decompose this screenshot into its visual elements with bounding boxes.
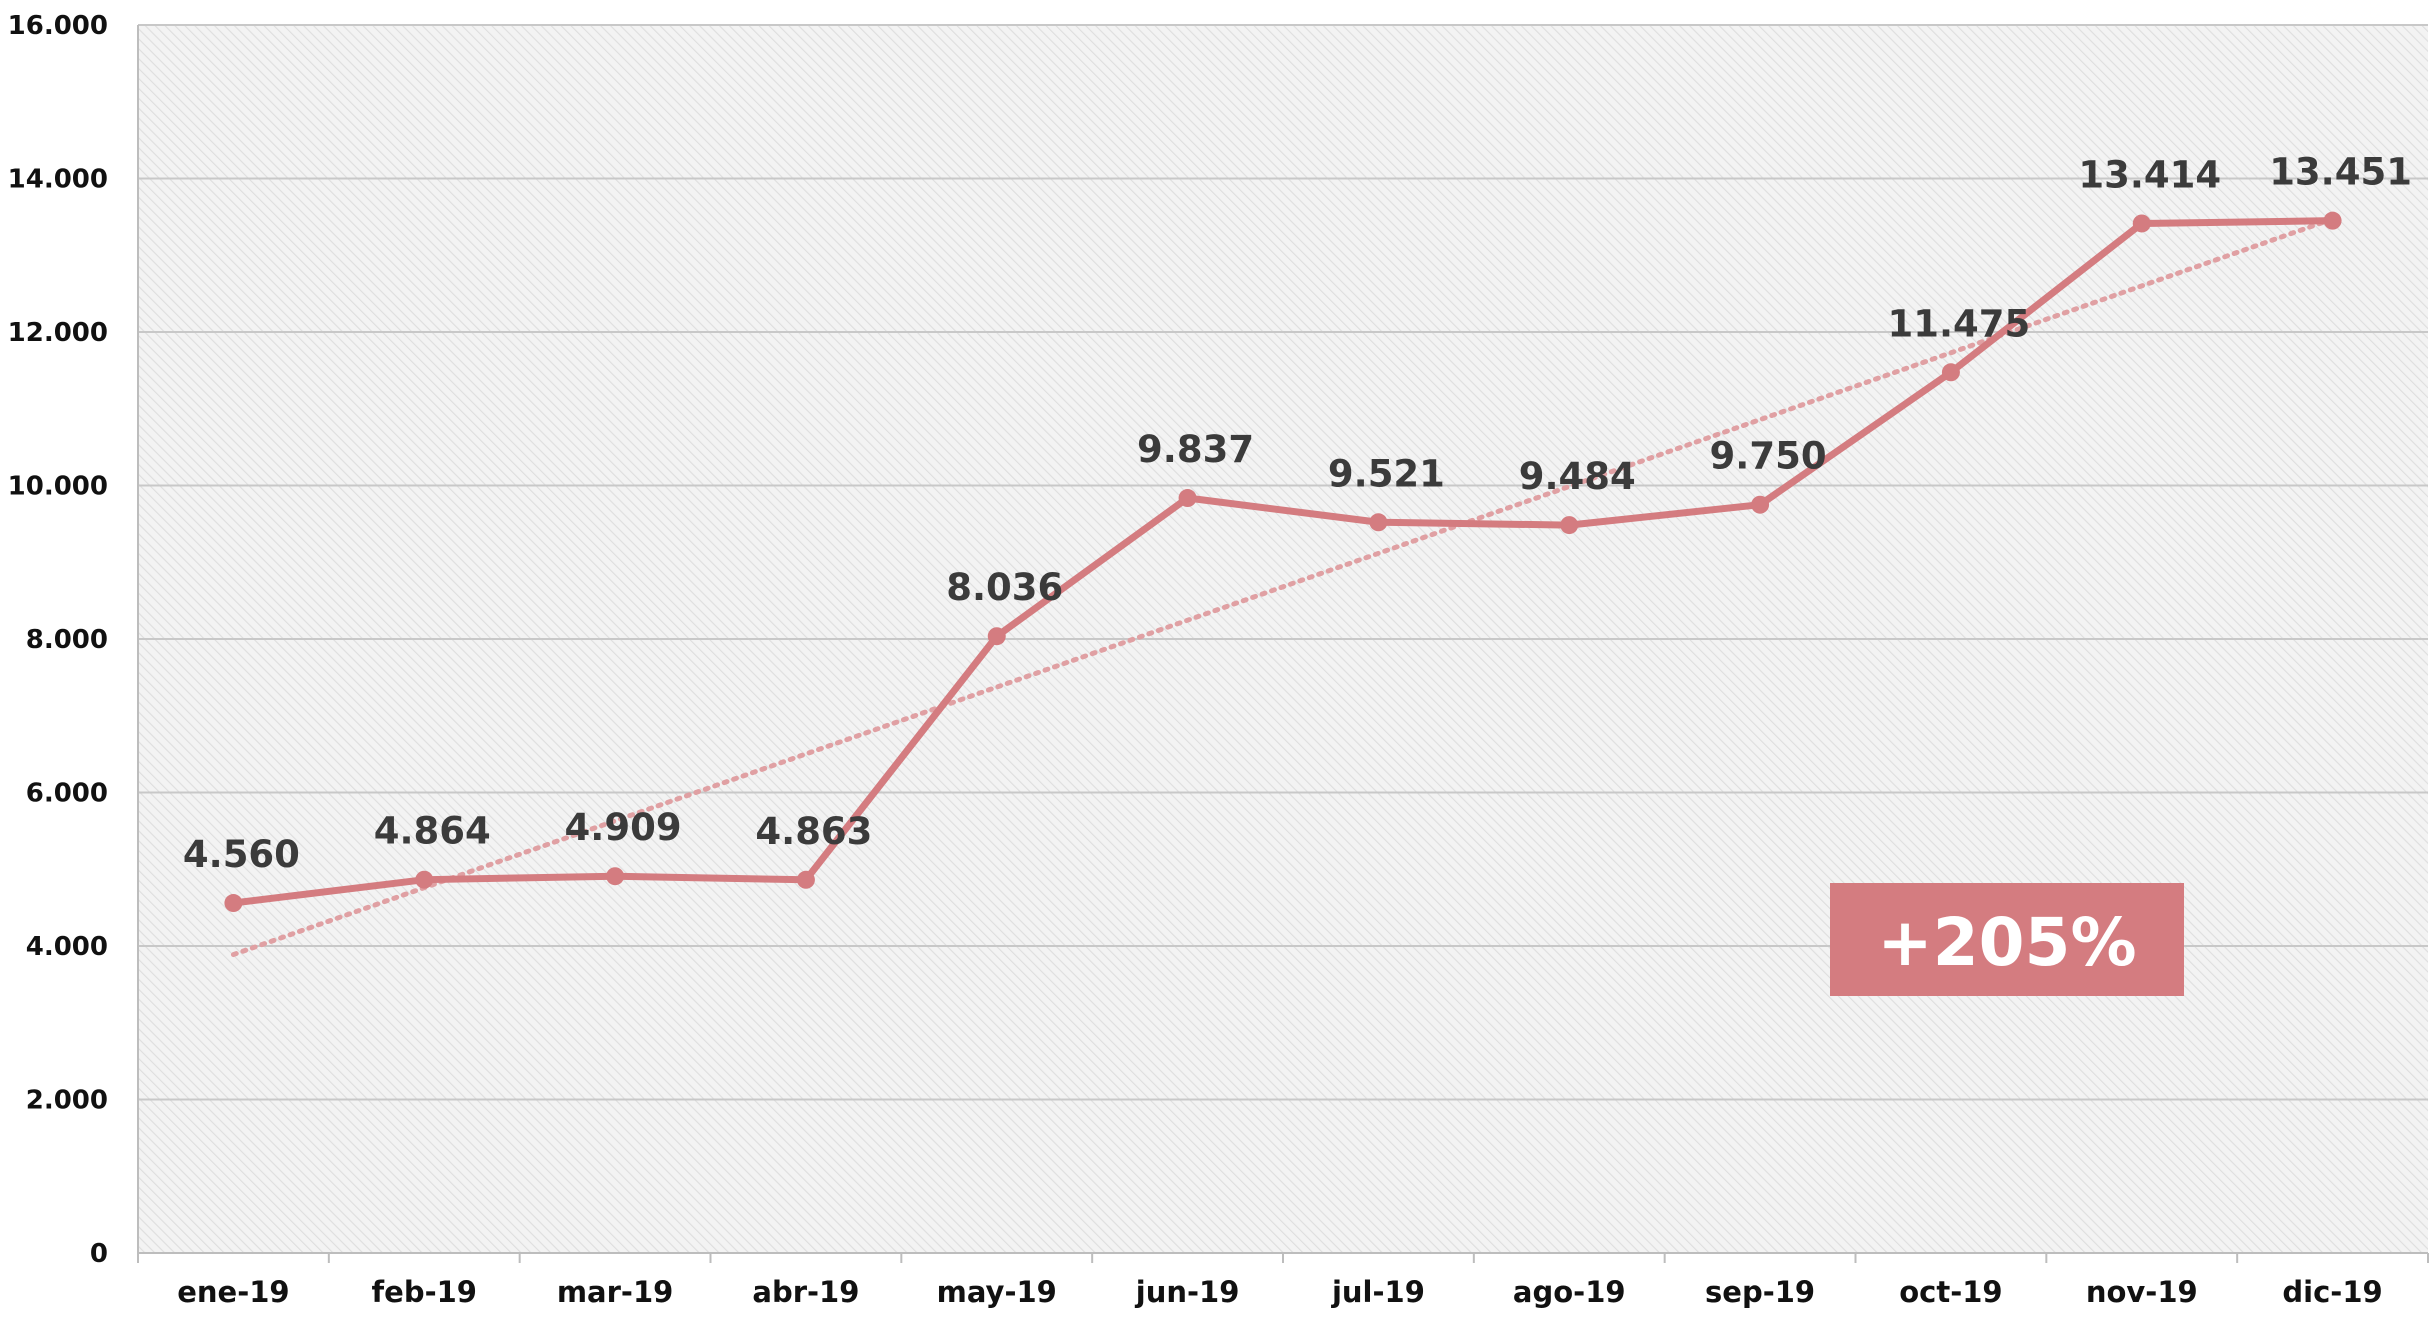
x-tick-label: oct-19 — [1899, 1275, 2002, 1309]
x-tick-label: may-19 — [937, 1275, 1057, 1309]
data-point — [415, 870, 434, 889]
data-label: 9.521 — [1328, 452, 1445, 495]
y-tick-label: 4.000 — [26, 932, 108, 962]
y-tick-label: 10.000 — [8, 472, 108, 502]
y-tick-label: 12.000 — [8, 318, 108, 348]
growth-badge-text: +205% — [1877, 904, 2136, 981]
data-label: 4.863 — [755, 810, 872, 853]
series-line — [232, 217, 2333, 907]
growth-badge — [1830, 883, 2184, 996]
data-point — [1369, 513, 1388, 532]
data-label: 13.451 — [2269, 151, 2412, 194]
data-point — [1178, 489, 1197, 508]
data-label: 4.909 — [565, 806, 682, 849]
data-label: 4.560 — [183, 833, 300, 876]
y-tick-label: 0 — [90, 1239, 108, 1269]
x-tick-label: ago-19 — [1513, 1275, 1626, 1309]
data-label: 9.837 — [1137, 428, 1254, 471]
x-tick-label: mar-19 — [557, 1275, 673, 1309]
x-tick-label: dic-19 — [2282, 1275, 2382, 1309]
data-point — [2323, 211, 2342, 230]
data-point — [1751, 495, 1770, 514]
x-tick-label: abr-19 — [752, 1275, 859, 1309]
y-tick-label: 8.000 — [26, 625, 108, 655]
data-label: 9.484 — [1519, 455, 1636, 498]
data-point — [796, 870, 815, 889]
data-label: 8.036 — [946, 566, 1063, 609]
data-point — [1560, 516, 1579, 535]
data-label: 13.414 — [2078, 153, 2221, 196]
x-tick-label: ene-19 — [177, 1275, 289, 1309]
data-point — [2132, 214, 2151, 233]
trendline — [230, 216, 2336, 958]
x-tick-label: jun-19 — [1135, 1275, 1240, 1309]
x-tick-label: feb-19 — [372, 1275, 477, 1309]
data-point — [606, 867, 625, 886]
y-tick-label: 6.000 — [26, 779, 108, 809]
x-tick-label: nov-19 — [2086, 1275, 2198, 1309]
y-tick-label: 14.000 — [8, 165, 108, 195]
data-point — [987, 627, 1006, 646]
y-tick-label: 16.000 — [8, 11, 108, 41]
y-tick-label: 2.000 — [26, 1086, 108, 1116]
x-tick-label: sep-19 — [1705, 1275, 1815, 1309]
x-tick-label: jul-19 — [1331, 1275, 1425, 1309]
data-label: 9.750 — [1710, 435, 1827, 478]
data-point — [224, 894, 243, 913]
data-label: 11.475 — [1888, 302, 2031, 345]
data-label: 4.864 — [374, 810, 491, 853]
data-point — [1941, 363, 1960, 382]
